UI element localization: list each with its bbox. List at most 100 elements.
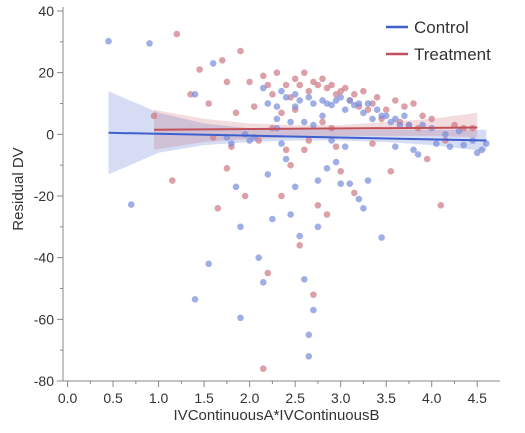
point-control xyxy=(305,353,313,360)
point-control xyxy=(237,223,244,231)
point-treatment xyxy=(351,189,358,197)
point-control xyxy=(305,94,313,101)
point-control xyxy=(373,106,381,113)
point-control xyxy=(191,296,199,303)
point-control xyxy=(410,146,417,154)
point-treatment xyxy=(301,146,308,154)
point-control xyxy=(237,314,244,322)
point-treatment xyxy=(282,146,290,154)
point-control xyxy=(128,201,135,208)
point-control xyxy=(255,254,262,261)
point-treatment xyxy=(323,211,331,218)
point-control xyxy=(433,140,440,147)
point-control xyxy=(296,97,304,104)
point-control xyxy=(360,109,367,117)
point-control xyxy=(364,100,372,107)
point-treatment xyxy=(314,202,322,209)
point-treatment xyxy=(351,91,358,98)
point-control xyxy=(337,94,345,101)
point-control xyxy=(301,118,308,126)
point-control xyxy=(455,127,463,135)
point-treatment xyxy=(219,57,226,64)
point-treatment xyxy=(287,161,294,169)
point-treatment xyxy=(387,168,395,175)
point-control xyxy=(369,115,376,123)
point-treatment xyxy=(264,269,272,277)
point-control xyxy=(264,171,272,178)
point-control xyxy=(260,279,267,286)
point-control xyxy=(346,180,354,187)
x-tick-label: 0.0 xyxy=(58,390,78,406)
point-treatment xyxy=(369,140,376,147)
point-treatment xyxy=(332,143,340,150)
point-control xyxy=(260,84,267,92)
point-control xyxy=(460,141,467,149)
axes: 40 20 0 -20 -40 -60 -800.0 0.5 1.0 1.5 2.0 2.5 3.0 3.… xyxy=(10,3,500,424)
point-control xyxy=(287,211,294,218)
point-treatment xyxy=(232,109,240,117)
point-treatment xyxy=(319,118,326,126)
point-treatment xyxy=(301,69,308,76)
point-control xyxy=(191,91,199,98)
confidence-bands xyxy=(108,91,487,175)
point-control xyxy=(341,106,349,113)
point-control xyxy=(278,87,285,95)
point-control xyxy=(282,155,290,163)
x-tick-label: 2.5 xyxy=(285,390,305,406)
point-control xyxy=(392,115,399,123)
confidence-band-treatment xyxy=(154,109,478,150)
point-control xyxy=(346,97,354,104)
point-control xyxy=(282,94,290,101)
point-control xyxy=(291,91,299,98)
point-treatment xyxy=(282,81,290,89)
point-control xyxy=(287,118,294,126)
point-treatment xyxy=(260,72,267,80)
point-control xyxy=(319,112,326,120)
point-control xyxy=(314,223,322,231)
point-treatment xyxy=(305,87,313,95)
point-control xyxy=(405,121,413,129)
point-control xyxy=(291,183,299,191)
point-treatment xyxy=(260,365,267,373)
point-control xyxy=(328,137,335,144)
point-control xyxy=(323,165,331,172)
y-tick-label: -20 xyxy=(34,188,54,204)
point-treatment xyxy=(269,91,276,98)
point-control xyxy=(355,195,363,203)
point-control xyxy=(419,121,426,129)
point-control xyxy=(337,180,345,187)
point-treatment xyxy=(373,94,381,101)
point-control xyxy=(310,100,317,107)
legend-label-treatment: Treatment xyxy=(414,45,491,64)
point-treatment xyxy=(296,242,304,249)
point-treatment xyxy=(428,115,436,123)
point-treatment xyxy=(423,155,431,163)
point-treatment xyxy=(205,100,212,107)
point-treatment xyxy=(237,47,244,55)
x-tick-label: 1.0 xyxy=(149,390,169,406)
point-control xyxy=(382,112,390,120)
legend: Control Treatment xyxy=(386,18,491,64)
confidence-band-control xyxy=(108,91,487,175)
point-treatment xyxy=(150,112,158,120)
y-tick-label: 40 xyxy=(38,3,54,19)
point-control xyxy=(232,183,240,191)
point-treatment xyxy=(319,75,326,83)
point-control xyxy=(273,103,281,110)
y-tick-label: -40 xyxy=(34,250,54,266)
x-tick-label: 0.5 xyxy=(103,390,123,406)
point-treatment xyxy=(305,137,313,144)
point-treatment xyxy=(328,81,335,89)
point-treatment xyxy=(296,81,304,89)
point-treatment xyxy=(169,177,176,184)
point-control xyxy=(305,331,313,339)
point-treatment xyxy=(382,106,390,113)
y-tick-label: 0 xyxy=(46,126,54,142)
point-control xyxy=(314,177,322,184)
point-control xyxy=(446,143,454,150)
point-treatment xyxy=(337,168,345,175)
fit-line-control xyxy=(108,131,487,142)
x-axis-label: IVContinuousA*IVContinuousB xyxy=(174,407,380,424)
point-treatment xyxy=(310,291,317,299)
